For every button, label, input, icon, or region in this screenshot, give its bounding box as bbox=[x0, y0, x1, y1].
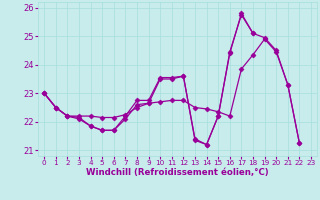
X-axis label: Windchill (Refroidissement éolien,°C): Windchill (Refroidissement éolien,°C) bbox=[86, 168, 269, 177]
